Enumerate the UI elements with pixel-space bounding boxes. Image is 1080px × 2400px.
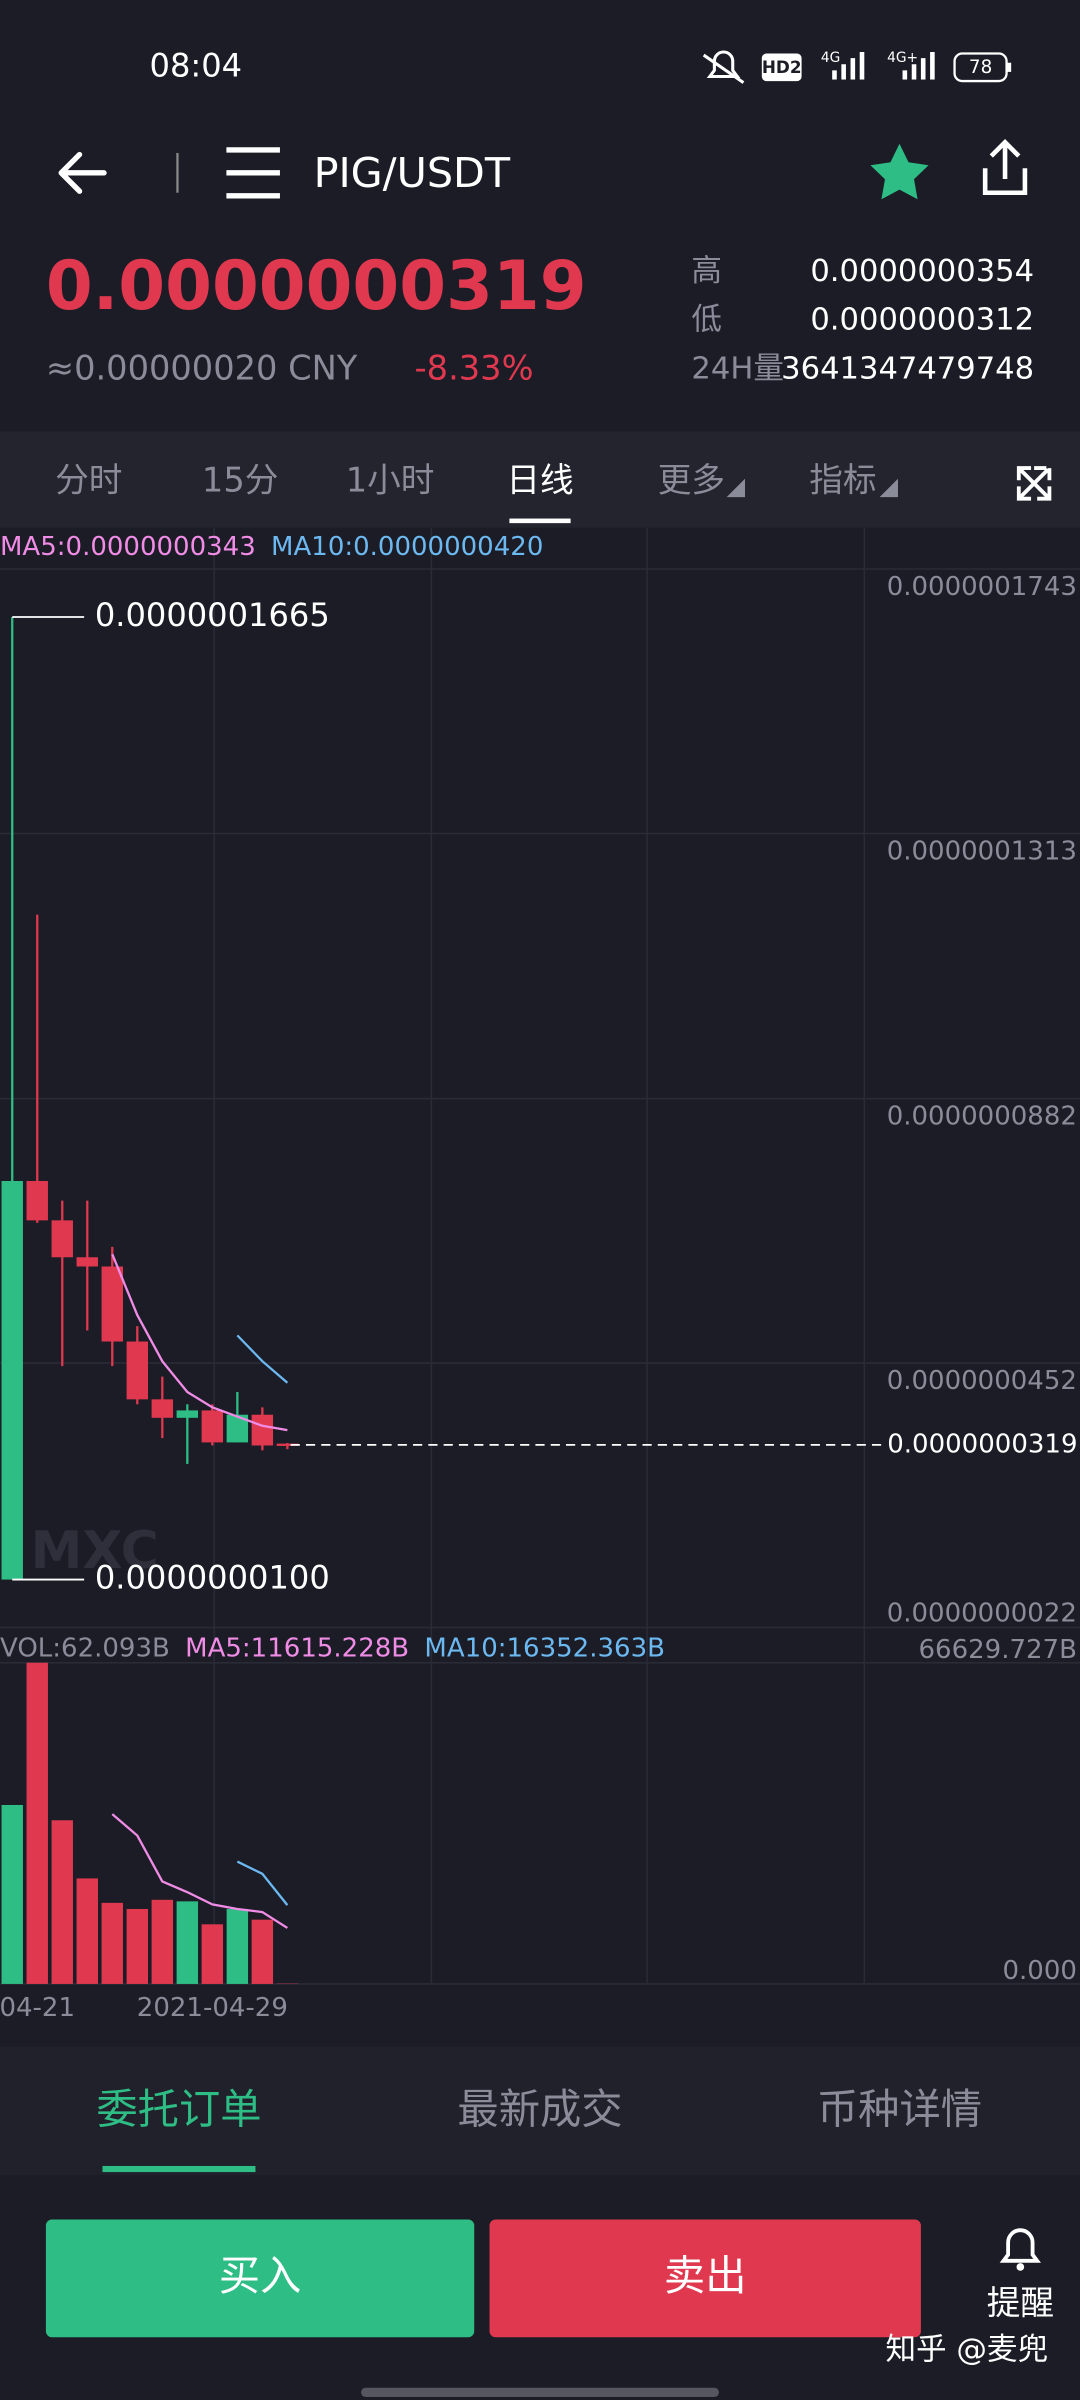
home-indicator <box>361 2387 719 2397</box>
min-price-marker-label: 0.0000000100 <box>95 1559 330 1597</box>
interval-tabs: 分时 15分 1小时 日线 更多 指标 <box>55 460 877 524</box>
candle-body <box>126 1341 149 1400</box>
signal-icon <box>902 52 935 80</box>
buy-button[interactable] <box>45 2219 475 2338</box>
y-tick-label: 66629.727B <box>918 1635 1076 1665</box>
volume-label: 24H量 <box>691 352 783 387</box>
signal-icon <box>832 52 865 80</box>
hd-badge <box>761 53 802 82</box>
order-tab[interactable]: 币种详情 <box>817 2085 982 2133</box>
watermark: 知乎 @麦兜 <box>885 2333 1048 2368</box>
interval-tab[interactable]: 分时 <box>55 460 122 499</box>
y-tick-label: 0.0000001313 <box>887 836 1077 866</box>
sell-label: 卖出 <box>664 2252 747 2300</box>
low-label: 低 <box>691 303 722 338</box>
ma-line <box>111 1253 288 1432</box>
candle-body <box>226 1414 249 1443</box>
candle-body <box>151 1399 174 1418</box>
order-tabs: 委托订单 最新成交 币种详情 <box>96 2085 982 2173</box>
candle-body <box>201 1410 224 1443</box>
order-tab[interactable]: 委托订单 <box>96 2085 261 2133</box>
candle-body <box>101 1266 123 1342</box>
candle-body <box>176 1410 199 1418</box>
volume-bar <box>151 1899 174 1984</box>
interval-tab[interactable]: 日线 <box>506 460 573 499</box>
legend-entry: MA5:0.0000000343 <box>0 532 256 562</box>
hd-label: HD2 <box>762 57 802 77</box>
legend-entry: MA5:11615.228B <box>185 1633 409 1663</box>
last-price: 0.0000000319 <box>46 247 587 325</box>
volume-bar <box>201 1924 224 1984</box>
volume-bar <box>226 1908 249 1984</box>
ma-line <box>236 1334 289 1384</box>
back-button[interactable] <box>58 151 107 194</box>
network-label: 4G+ <box>887 50 918 66</box>
fullscreen-button[interactable] <box>1016 466 1052 501</box>
legend-entry: MA10:16352.363B <box>424 1633 665 1663</box>
y-tick-label: 0.0000000452 <box>887 1366 1077 1396</box>
legend-entry: MA10:0.0000000420 <box>271 532 543 562</box>
y-tick-label: 0.0000000022 <box>887 1598 1077 1628</box>
volume-bar <box>251 1919 274 1984</box>
share-button[interactable] <box>982 139 1028 196</box>
interval-tab[interactable]: 指标 <box>809 460 876 499</box>
alert-button[interactable]: 提醒 <box>987 2228 1054 2323</box>
x-tick-label: 2021-04-29 <box>137 1993 288 2023</box>
active-tab-indicator <box>102 2165 256 2173</box>
interval-bar <box>0 431 1080 528</box>
candle-body <box>1 1181 23 1580</box>
plot: 0.0000001743 0.0000001313 0.0000000882 0.00… <box>0 532 1080 2023</box>
volume-bar <box>51 1820 73 1984</box>
candle-body <box>51 1220 73 1258</box>
volume-bar <box>176 1901 199 1984</box>
interval-tab[interactable]: 15分 <box>202 460 278 499</box>
interval-tab[interactable]: 更多 <box>658 460 725 499</box>
vertical-grid <box>213 527 866 1984</box>
status-time: 08:04 <box>150 46 243 84</box>
y-tick-label: 0.0000000882 <box>887 1101 1077 1131</box>
network-label: 4G <box>821 50 840 66</box>
high-label: 高 <box>691 254 722 289</box>
ma-line <box>111 1813 288 1929</box>
y-tick-label: 0.000 <box>1003 1956 1077 1986</box>
volume-bar <box>1 1804 23 1984</box>
max-price-marker-label: 0.0000001665 <box>95 596 330 634</box>
x-tick-label: 04-21 <box>0 1993 75 2023</box>
volume-bar <box>101 1902 123 1984</box>
active-tab-indicator <box>509 518 571 524</box>
interval-tab[interactable]: 1小时 <box>346 460 435 499</box>
low-value: 0.0000000312 <box>810 303 1034 338</box>
order-tab[interactable]: 最新成交 <box>457 2085 622 2133</box>
sell-button[interactable] <box>489 2219 921 2338</box>
pair-title: PIG/USDT <box>314 149 511 197</box>
mute-icon <box>702 50 745 84</box>
candle-body <box>76 1257 98 1267</box>
price-cny: ≈0.00000020 CNY <box>46 349 358 388</box>
battery-level: 78 <box>969 57 992 78</box>
candle-body <box>26 1181 48 1221</box>
volume-bar <box>76 1878 98 1984</box>
favorite-button[interactable] <box>870 143 929 200</box>
volume-bar <box>26 1662 48 1984</box>
exchange-logo: MXC <box>31 1521 159 1581</box>
menu-button[interactable] <box>226 147 280 199</box>
buy-label: 买入 <box>219 2252 302 2300</box>
ma-line <box>236 1860 289 1906</box>
volume-bar <box>126 1908 149 1984</box>
candle-body <box>251 1414 274 1446</box>
y-tick-label: 0.0000001743 <box>887 572 1077 602</box>
volume-value: 3641347479748 <box>781 352 1034 387</box>
price-change: -8.33% <box>415 349 534 388</box>
alert-label: 提醒 <box>987 2284 1054 2323</box>
battery-tip <box>1006 62 1012 72</box>
last-price-label: 0.0000000319 <box>887 1429 1077 1459</box>
candle-body <box>276 1443 299 1446</box>
high-value: 0.0000000354 <box>810 254 1034 289</box>
order-tabs-bar <box>0 2046 1080 2176</box>
legend-entry: VOL:62.093B <box>0 1633 170 1663</box>
